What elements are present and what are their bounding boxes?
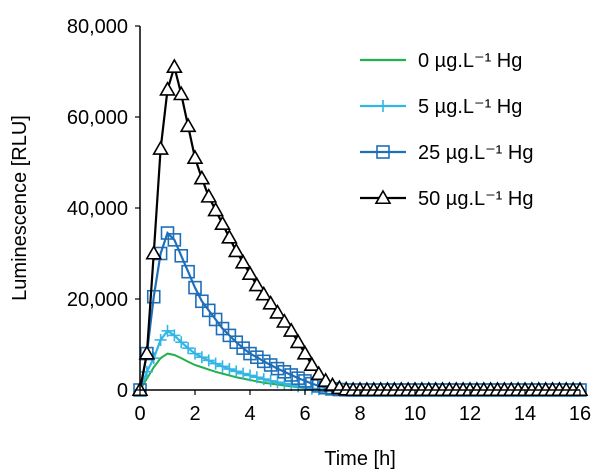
data-point (234, 253, 252, 269)
data-point (227, 242, 245, 258)
data-point (270, 361, 285, 376)
y-tick-label: 60,000 (67, 107, 128, 129)
data-point (189, 347, 201, 360)
data-point (216, 360, 229, 373)
data-point (223, 363, 236, 376)
data-point (278, 377, 291, 390)
x-tick-label: 0 (134, 403, 145, 425)
data-point (257, 373, 270, 386)
data-point (201, 303, 216, 318)
data-point (262, 294, 280, 310)
data-point (310, 365, 328, 381)
legend-label: 25 µg.L⁻¹ Hg (418, 142, 533, 164)
legend-label: 50 µg.L⁻¹ Hg (418, 188, 533, 210)
y-axis-title: Luminescence [RLU] (9, 115, 31, 301)
data-point (264, 374, 277, 387)
data-point (182, 342, 195, 355)
data-point (244, 369, 256, 382)
data-point (241, 265, 259, 281)
data-point (207, 201, 225, 217)
legend-marker (374, 189, 392, 205)
data-point (188, 280, 202, 295)
y-tick-label: 20,000 (67, 289, 128, 311)
data-point (160, 226, 175, 240)
data-point (263, 358, 278, 372)
x-tick-label: 12 (459, 403, 481, 425)
data-point (167, 233, 182, 247)
y-tick-label: 80,000 (67, 16, 128, 38)
legend-marker (377, 100, 389, 112)
data-point (186, 149, 204, 164)
data-point (277, 364, 292, 379)
data-point (571, 381, 589, 397)
data-point (237, 367, 250, 380)
data-point (138, 344, 156, 360)
legend-label: 0 µg.L⁻¹ Hg (418, 50, 522, 72)
data-point (255, 285, 273, 301)
y-tick-label: 0 (117, 380, 128, 402)
data-point (296, 344, 314, 360)
data-point (172, 85, 190, 101)
legend: 0 µg.L⁻¹ Hg 5 µg.L⁻¹ Hg 25 µg.L⁻¹ Hg 50 µg.… (360, 50, 533, 210)
data-point (289, 333, 307, 349)
x-tick-label: 14 (514, 403, 536, 425)
data-point (174, 248, 189, 263)
data-point (152, 140, 170, 155)
data-point (208, 312, 223, 327)
legend-label: 5 µg.L⁻¹ Hg (418, 96, 522, 118)
x-tick-label: 2 (189, 403, 200, 425)
data-point (269, 304, 286, 319)
data-point (161, 324, 174, 337)
data-point (215, 321, 230, 336)
data-point (222, 328, 237, 343)
data-point (195, 351, 208, 364)
data-point (179, 117, 197, 133)
data-point (303, 356, 321, 372)
data-point (250, 350, 264, 365)
tick-layer: 0 2 4 6 8 10 12 14 16 0 20,000 40,000 60,000 80,000 (67, 16, 591, 425)
x-axis-title: Time [h] (324, 448, 396, 470)
data-point (256, 354, 271, 369)
data-point (243, 346, 257, 361)
x-tick-label: 6 (299, 403, 310, 425)
legend-entry: 5 µg.L⁻¹ Hg (360, 96, 522, 118)
data-point (165, 58, 183, 73)
data-point (200, 188, 218, 203)
y-tick-label: 40,000 (67, 198, 128, 220)
data-point (195, 294, 209, 309)
x-tick-label: 8 (354, 403, 365, 425)
data-point (175, 336, 188, 349)
series-2 (133, 226, 587, 397)
legend-entry: 0 µg.L⁻¹ Hg (360, 50, 522, 72)
data-point (284, 368, 299, 382)
legend-marker (376, 145, 390, 159)
data-point (145, 244, 163, 260)
data-point (271, 376, 284, 389)
data-point (146, 289, 161, 304)
data-point (230, 365, 243, 378)
data-point (298, 374, 312, 388)
data-point (291, 371, 305, 385)
x-tick-label: 4 (244, 403, 255, 425)
data-point (248, 276, 266, 292)
legend-entry: 50 µg.L⁻¹ Hg (360, 188, 533, 210)
data-point (154, 333, 167, 346)
data-point (209, 357, 222, 370)
data-point (202, 354, 215, 367)
data-point (275, 313, 293, 328)
x-tick-label: 10 (404, 403, 426, 425)
data-point (181, 264, 195, 279)
data-point (250, 371, 263, 384)
data-point (282, 322, 300, 337)
series-line (138, 231, 580, 392)
data-point (193, 169, 211, 185)
data-point (168, 329, 181, 342)
x-tick-label: 16 (569, 403, 591, 425)
data-point (159, 81, 176, 96)
data-point (214, 215, 231, 230)
legend-entry: 25 µg.L⁻¹ Hg (360, 142, 533, 164)
data-point (220, 228, 238, 244)
